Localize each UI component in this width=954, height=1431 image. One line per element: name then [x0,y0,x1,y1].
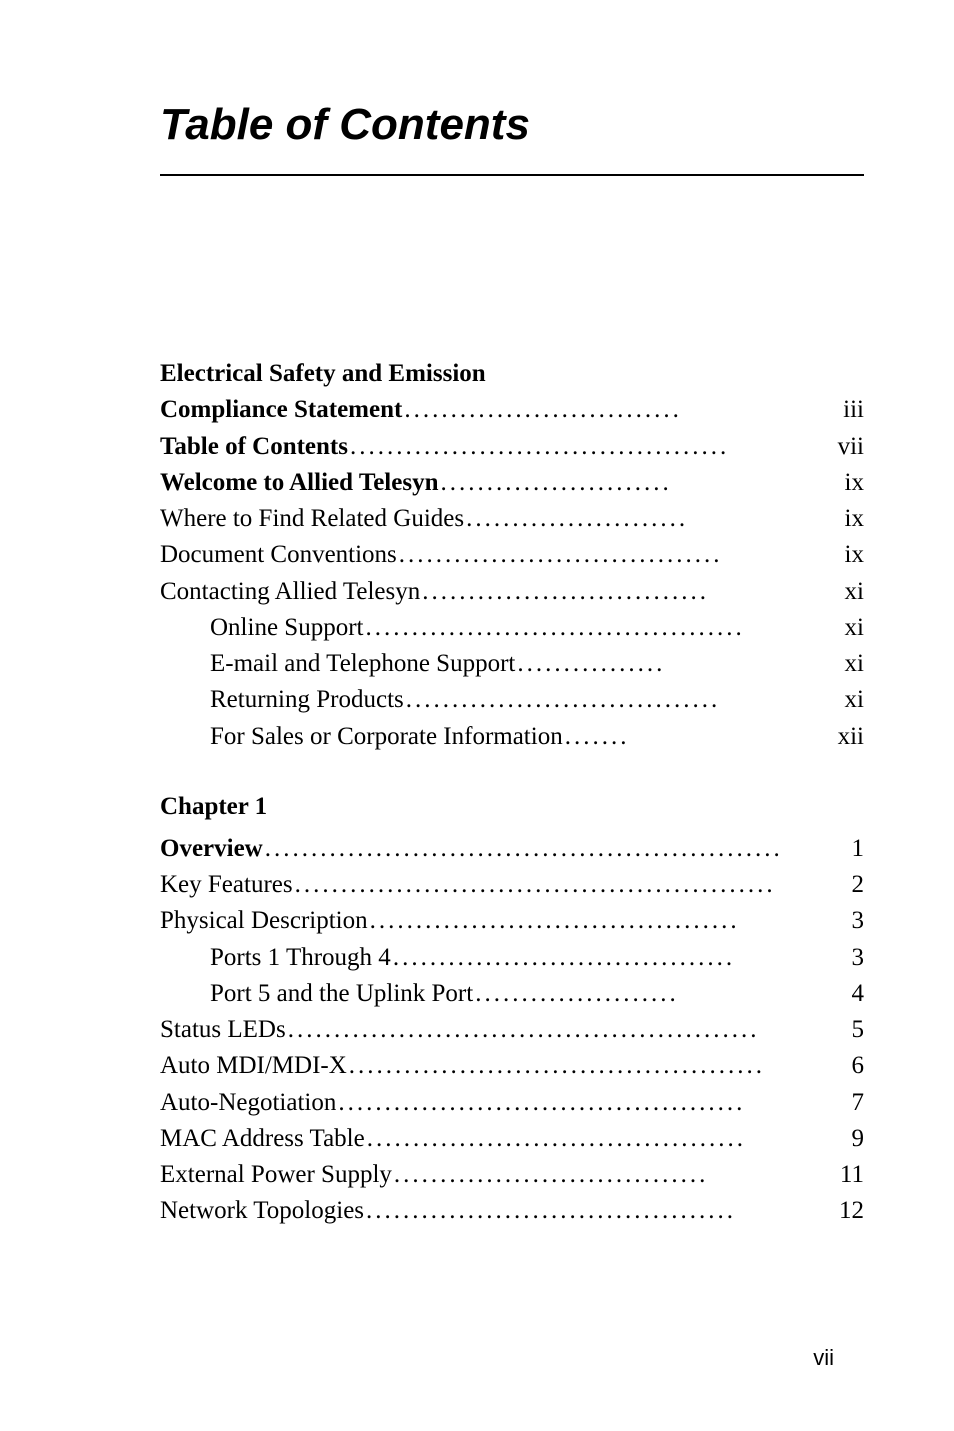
toc-entry: Network Topologies .....................… [160,1193,864,1229]
toc-page: 5 [852,1012,865,1048]
toc-label: Where to Find Related Guides [160,501,464,537]
dot-leader: ........................................… [288,1012,852,1048]
dot-leader: .................................. [394,1157,840,1193]
toc-label: Welcome to Allied Telesyn [160,465,438,501]
toc-page: xi [845,646,864,682]
toc-label: Returning Products [210,682,404,718]
dot-leader: ............................... [422,574,844,610]
toc-entry: Auto MDI/MDI-X .........................… [160,1048,864,1084]
toc-page: 9 [852,1121,865,1157]
toc-entry: Overview ...............................… [160,831,864,867]
dot-leader: ........................................ [370,903,852,939]
toc-label: Online Support [210,610,363,646]
toc-page: 1 [852,831,865,867]
toc-entry: Auto-Negotiation .......................… [160,1085,864,1121]
toc-entry: Ports 1 Through 4 ......................… [160,940,864,976]
chapter-heading: Chapter 1 [160,793,864,821]
toc-label: Compliance Statement [160,392,402,428]
toc-page: iii [843,392,864,428]
title-rule [160,174,864,176]
toc-label: Port 5 and the Uplink Port [210,976,473,1012]
toc-entry: Online Support .........................… [160,610,864,646]
toc-label: E-mail and Telephone Support [210,646,515,682]
dot-leader: ........................................… [295,867,852,903]
toc-entry: Table of Contents ......................… [160,429,864,465]
toc-label: Physical Description [160,903,368,939]
toc-entry: Key Features ...........................… [160,867,864,903]
toc-entry: For Sales or Corporate Information .....… [160,719,864,755]
toc-label: Table of Contents [160,429,348,465]
dot-leader: ..................................... [393,940,852,976]
toc-page: ix [845,465,864,501]
toc-page: xi [845,610,864,646]
toc-page: xi [845,574,864,610]
dot-leader: ................ [517,646,844,682]
toc-entry: Document Conventions ...................… [160,537,864,573]
toc-label: Auto-Negotiation [160,1085,336,1121]
toc-page: vii [838,429,864,465]
toc-label: Electrical Safety and Emission [160,356,486,392]
toc-section-chapter1: Overview ...............................… [160,831,864,1230]
toc-page: 6 [852,1048,865,1084]
toc-entry: Welcome to Allied Telesyn ..............… [160,465,864,501]
toc-page: 3 [852,903,865,939]
toc-entry: Where to Find Related Guides ...........… [160,501,864,537]
toc-page: 12 [839,1193,864,1229]
page-number: vii [813,1345,834,1371]
toc-page: xii [838,719,864,755]
toc-page: 3 [852,940,865,976]
dot-leader: .............................. [404,392,843,428]
page-title: Table of Contents [160,100,864,150]
toc-entry: Compliance Statement ...................… [160,392,864,428]
toc-page: 4 [852,976,865,1012]
toc-page: 11 [840,1157,864,1193]
dot-leader: ................................... [399,537,845,573]
toc-page: xi [845,682,864,718]
toc-label: For Sales or Corporate Information [210,719,563,755]
toc-entry: Port 5 and the Uplink Port .............… [160,976,864,1012]
toc-entry: Contacting Allied Telesyn ..............… [160,574,864,610]
dot-leader: ........................................ [366,1193,839,1229]
toc-label: Contacting Allied Telesyn [160,574,420,610]
toc-label: Overview [160,831,263,867]
toc-label: Document Conventions [160,537,397,573]
dot-leader: ........................................… [365,610,844,646]
toc-label: MAC Address Table [160,1121,365,1157]
dot-leader: ........................ [466,501,844,537]
toc-entry: Status LEDs ............................… [160,1012,864,1048]
toc-entry: Returning Products .....................… [160,682,864,718]
dot-leader: ........................................… [349,1048,852,1084]
toc-label: Network Topologies [160,1193,364,1229]
dot-leader: .................................. [406,682,845,718]
dot-leader: ........................................… [338,1085,851,1121]
toc-entry: E-mail and Telephone Support ...........… [160,646,864,682]
toc-entry: External Power Supply ..................… [160,1157,864,1193]
toc-page: ix [845,501,864,537]
dot-leader: ....... [565,719,838,755]
toc-label: Ports 1 Through 4 [210,940,391,976]
toc-entry: Electrical Safety and Emission [160,356,864,392]
toc-page: 7 [852,1085,865,1121]
dot-leader: ......................... [440,465,844,501]
toc-label: External Power Supply [160,1157,392,1193]
dot-leader: ...................... [475,976,851,1012]
toc-entry: Physical Description ...................… [160,903,864,939]
dot-leader: ........................................… [265,831,852,867]
toc-label: Auto MDI/MDI-X [160,1048,347,1084]
toc-entry: MAC Address Table ......................… [160,1121,864,1157]
toc-section-prelim: Electrical Safety and Emission Complianc… [160,356,864,755]
dot-leader: ........................................… [367,1121,852,1157]
toc-page: ix [845,537,864,573]
toc-label: Status LEDs [160,1012,286,1048]
toc-page: 2 [852,867,865,903]
dot-leader: ........................................… [350,429,838,465]
toc-label: Key Features [160,867,293,903]
